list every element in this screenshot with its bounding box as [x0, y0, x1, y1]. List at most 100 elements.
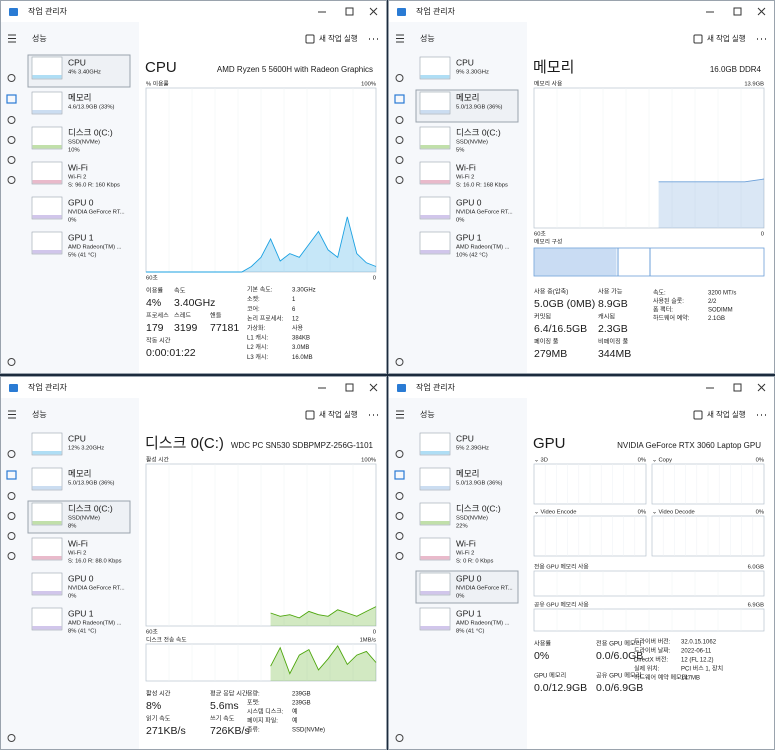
- thumbnail-fill: [32, 75, 62, 79]
- device-name[interactable]: 디스크 0(C:): [68, 503, 113, 513]
- device-name[interactable]: CPU: [68, 57, 86, 67]
- detail-label: 폼 팩터:: [653, 306, 673, 314]
- device-name[interactable]: 메모리: [68, 468, 91, 478]
- nav-icon[interactable]: [395, 512, 404, 520]
- detail-label: 포맷:: [247, 699, 260, 707]
- nav-icon[interactable]: [395, 74, 404, 82]
- nav-icon[interactable]: [7, 116, 16, 124]
- device-name[interactable]: Wi-Fi: [68, 538, 88, 548]
- stat-value: 2.3GB: [598, 323, 628, 335]
- thumbnail-fill: [32, 451, 62, 455]
- device-name[interactable]: CPU: [456, 57, 474, 67]
- run-task-button[interactable]: 새 작업 실행: [707, 409, 746, 419]
- nav-icon[interactable]: [7, 552, 16, 560]
- stat-label: 이용률: [146, 287, 163, 295]
- stat-label: 사용 가능: [598, 288, 623, 296]
- device-name[interactable]: 메모리: [68, 92, 91, 102]
- nav-icon[interactable]: [395, 450, 404, 458]
- menu-button[interactable]: [8, 34, 16, 43]
- stat-value: 8.9GB: [598, 298, 628, 310]
- nav-icon[interactable]: [7, 136, 16, 144]
- nav-icon[interactable]: [7, 176, 16, 184]
- device-name[interactable]: CPU: [456, 433, 474, 443]
- detail-label: 가상화:: [247, 324, 266, 332]
- maximize-button[interactable]: [733, 383, 742, 392]
- settings-icon[interactable]: [7, 734, 16, 742]
- device-name[interactable]: GPU 0: [68, 573, 94, 583]
- nav-icon[interactable]: [6, 94, 17, 104]
- graph-time-left: 60초: [146, 629, 158, 636]
- window-title: 작업 관리자: [28, 382, 68, 392]
- thumbnail-fill: [32, 215, 62, 219]
- nav-icon[interactable]: [395, 136, 404, 144]
- device-name[interactable]: GPU 1: [68, 608, 94, 618]
- device-name[interactable]: GPU 1: [68, 232, 94, 242]
- nav-icon[interactable]: [395, 156, 404, 164]
- thumbnail-fill: [420, 145, 450, 149]
- menu-button[interactable]: [396, 34, 404, 43]
- nav-icon[interactable]: [7, 156, 16, 164]
- device-name[interactable]: GPU 1: [456, 608, 482, 618]
- maximize-button[interactable]: [345, 383, 354, 392]
- device-name[interactable]: GPU 0: [68, 197, 94, 207]
- device-name[interactable]: Wi-Fi: [68, 162, 88, 172]
- thumbnail: [419, 502, 451, 526]
- detail-label: DirectX 버전:: [634, 656, 668, 664]
- close-button[interactable]: [369, 383, 378, 392]
- nav-icon[interactable]: [6, 470, 17, 480]
- graph-label: 디스크 전송 속도: [146, 636, 187, 644]
- stat-value: 0%: [534, 650, 549, 662]
- nav-icon[interactable]: [7, 74, 16, 82]
- detail-label: L2 캐시:: [247, 343, 268, 351]
- run-task-button[interactable]: 새 작업 실행: [707, 33, 746, 43]
- device-name[interactable]: 메모리: [456, 92, 479, 102]
- nav-icon[interactable]: [7, 532, 16, 540]
- device-name[interactable]: 디스크 0(C:): [456, 127, 501, 137]
- nav-icon[interactable]: [395, 176, 404, 184]
- close-button[interactable]: [757, 7, 766, 16]
- device-name[interactable]: GPU 1: [456, 232, 482, 242]
- thumbnail-fill: [420, 75, 450, 79]
- nav-icon[interactable]: [395, 532, 404, 540]
- run-task-icon: [305, 34, 315, 44]
- detail-label: 코어:: [247, 305, 260, 313]
- thumbnail: [419, 537, 451, 561]
- device-detail: NVIDIA GeForce RT...: [456, 586, 513, 592]
- maximize-button[interactable]: [345, 7, 354, 16]
- device-name[interactable]: CPU: [68, 433, 86, 443]
- graph-time-right: 0: [761, 232, 764, 238]
- maximize-button[interactable]: [733, 7, 742, 16]
- nav-icon[interactable]: [7, 512, 16, 520]
- settings-icon[interactable]: [395, 358, 404, 366]
- menu-button[interactable]: [396, 410, 404, 419]
- thumbnail-fill: [32, 556, 62, 560]
- device-name[interactable]: 디스크 0(C:): [456, 503, 501, 513]
- settings-icon[interactable]: [7, 358, 16, 366]
- stat-label: 핸들: [210, 312, 222, 320]
- menu-button[interactable]: [8, 410, 16, 419]
- thumbnail-fill: [32, 250, 62, 254]
- nav-icon[interactable]: [394, 470, 405, 480]
- device-name[interactable]: 메모리: [456, 468, 479, 478]
- close-button[interactable]: [369, 7, 378, 16]
- device-name[interactable]: Wi-Fi: [456, 162, 476, 172]
- run-task-button[interactable]: 새 작업 실행: [319, 33, 358, 43]
- settings-icon[interactable]: [395, 734, 404, 742]
- device-name[interactable]: Wi-Fi: [456, 538, 476, 548]
- nav-icon[interactable]: [394, 94, 405, 104]
- stat-label: 평균 응답 시간: [210, 690, 248, 698]
- close-button[interactable]: [757, 383, 766, 392]
- nav-icon[interactable]: [395, 552, 404, 560]
- device-name[interactable]: 디스크 0(C:): [68, 127, 113, 137]
- device-name[interactable]: GPU 0: [456, 197, 482, 207]
- nav-icon[interactable]: [7, 492, 16, 500]
- nav-icon[interactable]: [7, 450, 16, 458]
- usage-line: [658, 178, 765, 183]
- nav-icon[interactable]: [395, 492, 404, 500]
- thumbnail: [31, 572, 63, 596]
- run-task-button[interactable]: 새 작업 실행: [319, 409, 358, 419]
- nav-icon[interactable]: [395, 116, 404, 124]
- device-detail: Wi-Fi 2: [68, 551, 86, 557]
- thumbnail: [419, 467, 451, 491]
- device-name[interactable]: GPU 0: [456, 573, 482, 583]
